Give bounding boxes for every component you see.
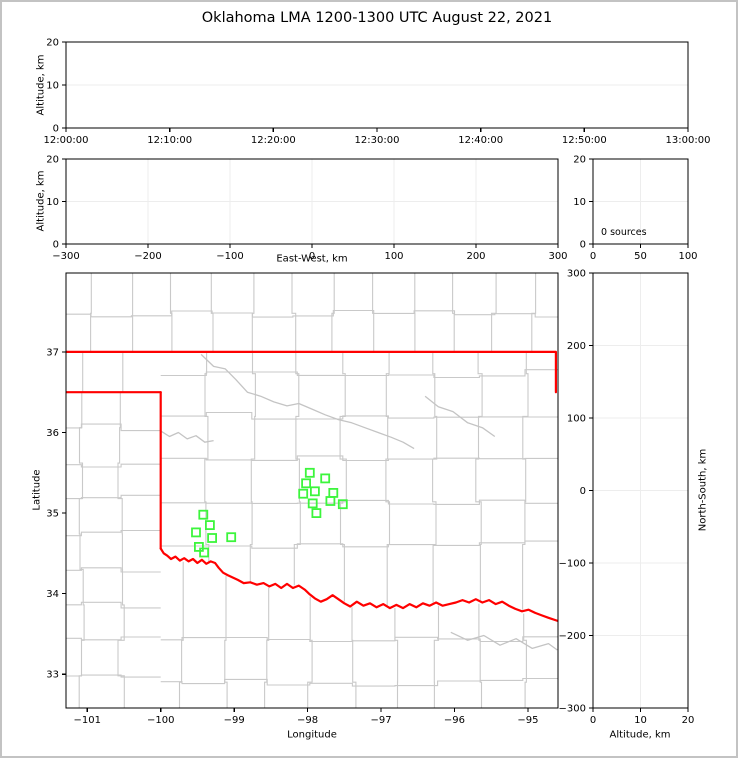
lma-station-marker [304, 467, 315, 478]
tick-label: −98 [297, 715, 318, 726]
tick-label: 0 [309, 251, 315, 262]
tick-label: 100 [384, 251, 403, 262]
tick-label: 100 [567, 414, 586, 425]
tick-label: 13:00:00 [666, 135, 711, 146]
tick-label: 200 [466, 251, 485, 262]
lma-station-marker [320, 473, 331, 484]
tick-label: −200 [134, 251, 161, 262]
map-panel: −101 −100 −99 −98 −97 −96 −95 33 34 35 36 37 [46, 272, 559, 726]
tick-label: −300 [559, 704, 586, 715]
source-count-annotation: 0 sources [601, 227, 647, 238]
lma-station-marker [309, 486, 320, 497]
time-height-panel: 12:00:00 12:10:00 12:20:00 12:30:00 12:40:00… [44, 38, 711, 147]
ns-height-panel: 0 10 20 300 200 100 0 −100 −200 −300 [559, 269, 695, 727]
tick-label: 10 [46, 81, 59, 92]
tick-label: −101 [74, 715, 101, 726]
tick-label: −97 [370, 715, 391, 726]
lma-station-marker [301, 478, 312, 489]
tick-label: 12:40:00 [458, 135, 503, 146]
lma-stations-layer [191, 467, 348, 558]
state-border-layer [66, 350, 558, 623]
tick-label: 50 [634, 251, 647, 262]
lma-station-marker [298, 488, 309, 499]
tick-label: −300 [52, 251, 79, 262]
lma-station-marker [307, 498, 318, 509]
lma-station-marker [204, 520, 215, 530]
tick-label: 12:10:00 [147, 135, 192, 146]
tick-label: 33 [46, 670, 59, 681]
lma-station-marker [193, 542, 204, 552]
tick-label: 0 [590, 715, 596, 726]
tick-label: 20 [46, 155, 59, 166]
lma-station-marker [325, 496, 336, 506]
tick-label: 35 [46, 509, 59, 520]
map-content [66, 273, 558, 708]
lma-station-marker [198, 509, 209, 520]
tick-label: 12:30:00 [355, 135, 400, 146]
tick-label: 0 [590, 251, 596, 262]
tick-label: 100 [678, 251, 697, 262]
tick-label: −99 [224, 715, 245, 726]
tick-label: 10 [46, 197, 59, 208]
lma-station-marker [191, 527, 201, 538]
tick-label: 0 [580, 240, 586, 251]
tick-label: 12:00:00 [44, 135, 89, 146]
tick-label: 0 [580, 486, 586, 497]
lma-station-marker [328, 487, 339, 498]
tick-label: −100 [216, 251, 243, 262]
tick-label: 10 [634, 715, 647, 726]
tick-label: 0 [53, 124, 59, 135]
lma-station-marker [199, 547, 210, 558]
rivers-layer [160, 353, 558, 651]
tick-label: 200 [567, 341, 586, 352]
tick-label: 10 [573, 197, 586, 208]
tick-label: 36 [46, 428, 59, 439]
lma-station-marker [311, 508, 322, 519]
plot-title: Oklahoma LMA 1200-1300 UTC August 22, 20… [201, 10, 553, 26]
tick-label: −200 [559, 631, 586, 642]
tick-label: −96 [444, 715, 465, 726]
lma-station-marker [207, 533, 218, 543]
county-borders-layer [66, 273, 558, 708]
altitude-histogram-panel: 0 50 100 0 10 20 0 sources [573, 155, 697, 263]
tick-label: 20 [682, 715, 695, 726]
tick-label: 300 [548, 251, 567, 262]
tick-label: −95 [517, 715, 538, 726]
tick-label: 0 [53, 240, 59, 251]
lma-station-marker [226, 532, 237, 543]
tick-label: −100 [147, 715, 174, 726]
tick-label: 34 [46, 589, 59, 600]
tick-label: 20 [573, 155, 586, 166]
tick-label: 300 [567, 269, 586, 280]
tick-label: 12:50:00 [562, 135, 607, 146]
tick-label: 20 [46, 38, 59, 49]
tick-label: −100 [559, 559, 586, 570]
tick-label: 12:20:00 [251, 135, 296, 146]
ew-height-panel: −300 −200 −100 0 100 200 300 0 10 20 [46, 155, 567, 263]
lma-station-marker [337, 499, 348, 510]
tick-label: 37 [46, 347, 59, 358]
